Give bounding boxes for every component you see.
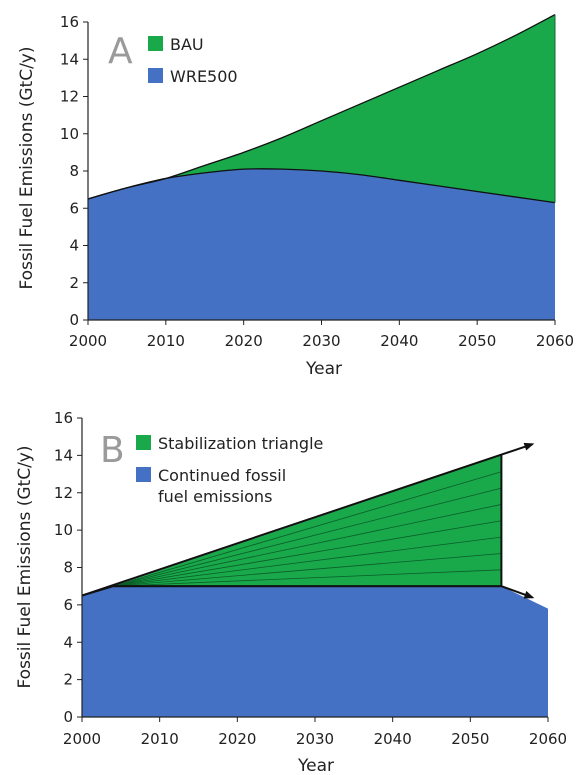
panel-b-letter: B [100,430,125,471]
wedge-line [112,487,502,587]
area-wre500 [88,168,555,320]
panel-b-xticks: 2000 2010 2020 2030 2040 2050 2060 [63,730,567,748]
legend-swatch-wre500 [148,68,163,83]
wedge-line [112,471,502,587]
legend-label-stabilization-triangle: Stabilization triangle [158,434,323,453]
x-tick-label: 2000 [63,730,101,748]
bau-arrow [81,442,535,597]
panel-a-axes [83,21,556,325]
legend-swatch-continued-fossil-fuel-emissions [136,467,151,482]
y-tick-label: 2 [69,274,79,292]
x-tick-label: 2040 [374,730,412,748]
panel-a-x-axis-title: Year [305,359,342,379]
x-tick-label: 2040 [380,332,418,350]
x-tick-label: 2060 [536,332,574,350]
x-tick-label: 2010 [147,332,185,350]
y-tick-label: 0 [69,311,79,329]
panel-a-yticks: 0 2 4 6 8 10 12 14 16 [60,13,79,329]
x-tick-label: 2020 [218,730,256,748]
wedge-line [113,553,502,587]
y-tick-label: 6 [69,199,79,217]
legend-swatch-bau [148,36,163,51]
y-tick-label: 6 [63,596,73,614]
x-tick-label: 2030 [302,332,340,350]
panel-b-areas [81,442,548,717]
legend-swatch-stabilization-triangle [136,435,151,450]
panel-b-x-axis-title: Year [297,756,334,775]
panel-a-chart: 2000 2010 2020 2030 2040 2050 2060 0 2 4 6 8 10 12 14… [17,13,574,379]
x-tick-label: 2050 [458,332,496,350]
panel-a-y-axis-title: Fossil Fuel Emissions (GtC/y) [17,46,37,289]
x-tick-label: 2060 [529,730,567,748]
y-tick-label: 16 [60,13,79,31]
panel-b-axes [77,417,549,722]
y-tick-label: 8 [63,559,73,577]
panel-b-chart: 2000 2010 2020 2030 2040 2050 2060 0 2 4 6 8 10 12 14… [15,409,567,775]
panel-a-letter: A [108,31,133,72]
y-tick-label: 14 [60,50,79,68]
y-tick-label: 12 [54,484,73,502]
wedge-line [113,536,502,587]
panel-a-legend: BAU WRE500 [148,35,238,86]
x-tick-label: 2050 [451,730,489,748]
area-continued-fossil-fuel-emissions [82,586,548,717]
legend-label-continued-fossil-fuel-emissions: Continued fossil fuel emissions [158,466,286,506]
panel-b-y-axis-title: Fossil Fuel Emissions (GtC/y) [15,445,35,688]
panel-b-legend: Stabilization triangle Continued fossil f… [136,434,323,506]
y-tick-label: 4 [69,237,79,255]
x-tick-label: 2030 [296,730,334,748]
line-wre500 [87,168,556,204]
y-tick-label: 0 [63,708,73,726]
panel-a-areas [87,13,556,320]
y-tick-label: 8 [69,162,79,180]
x-tick-label: 2010 [141,730,179,748]
y-tick-label: 10 [60,125,79,143]
panel-b-yticks: 0 2 4 6 8 10 12 14 16 [54,409,73,726]
x-tick-label: 2020 [225,332,263,350]
wedge-line [113,569,502,587]
wedge-line [113,520,502,587]
decline-arrow [501,585,535,599]
x-tick-label: 2000 [69,332,107,350]
y-tick-label: 14 [54,446,73,464]
y-tick-label: 2 [63,671,73,689]
area-bau [88,14,555,203]
legend-label-wre500: WRE500 [170,67,238,86]
panel-a-xticks: 2000 2010 2020 2030 2040 2050 2060 [69,332,574,350]
y-tick-label: 16 [54,409,73,427]
y-tick-label: 10 [54,521,73,539]
y-tick-label: 4 [63,633,73,651]
legend-label-bau: BAU [170,35,204,54]
wedge-line [112,504,502,587]
y-tick-label: 12 [60,88,79,106]
